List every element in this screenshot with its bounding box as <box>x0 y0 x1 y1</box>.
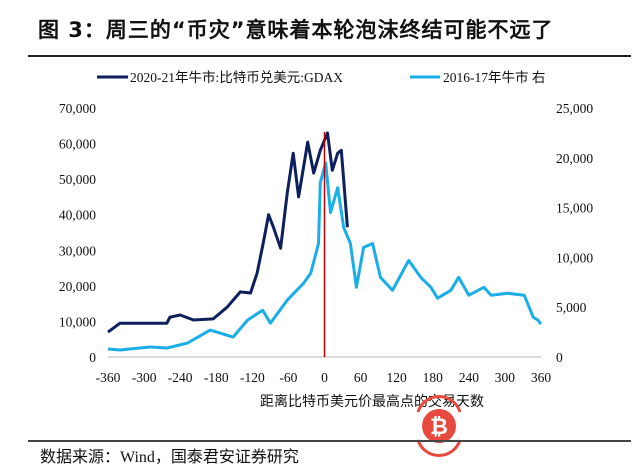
x-tick-label: 60 <box>354 370 368 385</box>
y-right-tick-label: 20,000 <box>556 151 593 166</box>
x-tick-label: 300 <box>495 370 516 385</box>
legend: 2020-21年牛市:比特币兑美元:GDAX 2016-17年牛市 右 <box>97 69 545 85</box>
x-tick-label: 240 <box>459 370 480 385</box>
x-tick-label: -180 <box>204 370 229 385</box>
source-note: 数据来源：Wind，国泰君安证券研究 <box>40 449 299 466</box>
y-right-tick-label: 5,000 <box>556 300 587 315</box>
x-tick-label: 180 <box>423 370 444 385</box>
x-tick-label: 0 <box>321 370 328 385</box>
x-tick-label: -240 <box>168 370 193 385</box>
y-left-tick-label: 10,000 <box>59 314 96 329</box>
y-left-tick-label: 50,000 <box>59 172 96 187</box>
x-tick-label: -120 <box>240 370 265 385</box>
watermark-bitcoin-icon: ₿ <box>416 395 462 457</box>
y-right-tick-label: 10,000 <box>556 250 593 265</box>
svg-text:₿: ₿ <box>430 415 448 440</box>
x-tick-label: -60 <box>279 370 297 385</box>
figure-title: 图 3：周三的“币灾”意味着本轮泡沫终结可能不远了 <box>38 18 554 42</box>
series-line-2 <box>107 161 543 352</box>
y-left-tick-label: 0 <box>89 350 96 365</box>
y-left-tick-label: 30,000 <box>59 243 96 258</box>
title-divider <box>28 55 631 57</box>
x-axis-title: 距离比特币美元价最高点的交易天数 <box>260 393 484 410</box>
y-right-tick-label: 25,000 <box>556 101 593 116</box>
x-tick-label: 120 <box>387 370 408 385</box>
legend-label-series-1: 2020-21年牛市:比特币兑美元:GDAX <box>130 69 343 85</box>
y-left-tick-label: 40,000 <box>59 208 96 223</box>
x-tick-label: -360 <box>96 370 121 385</box>
x-tick-label: 360 <box>531 370 552 385</box>
y-left-tick-label: 60,000 <box>59 137 96 152</box>
y-left-tick-label: 20,000 <box>59 279 96 294</box>
y-left-tick-label: 70,000 <box>59 101 96 116</box>
series-line-1 <box>107 131 349 334</box>
x-tick-label: -300 <box>132 370 157 385</box>
y-right-tick-label: 0 <box>556 350 563 365</box>
legend-label-series-2: 2016-17年牛市 右 <box>443 69 545 85</box>
footer-divider <box>28 440 631 442</box>
y-right-tick-label: 15,000 <box>556 201 593 216</box>
